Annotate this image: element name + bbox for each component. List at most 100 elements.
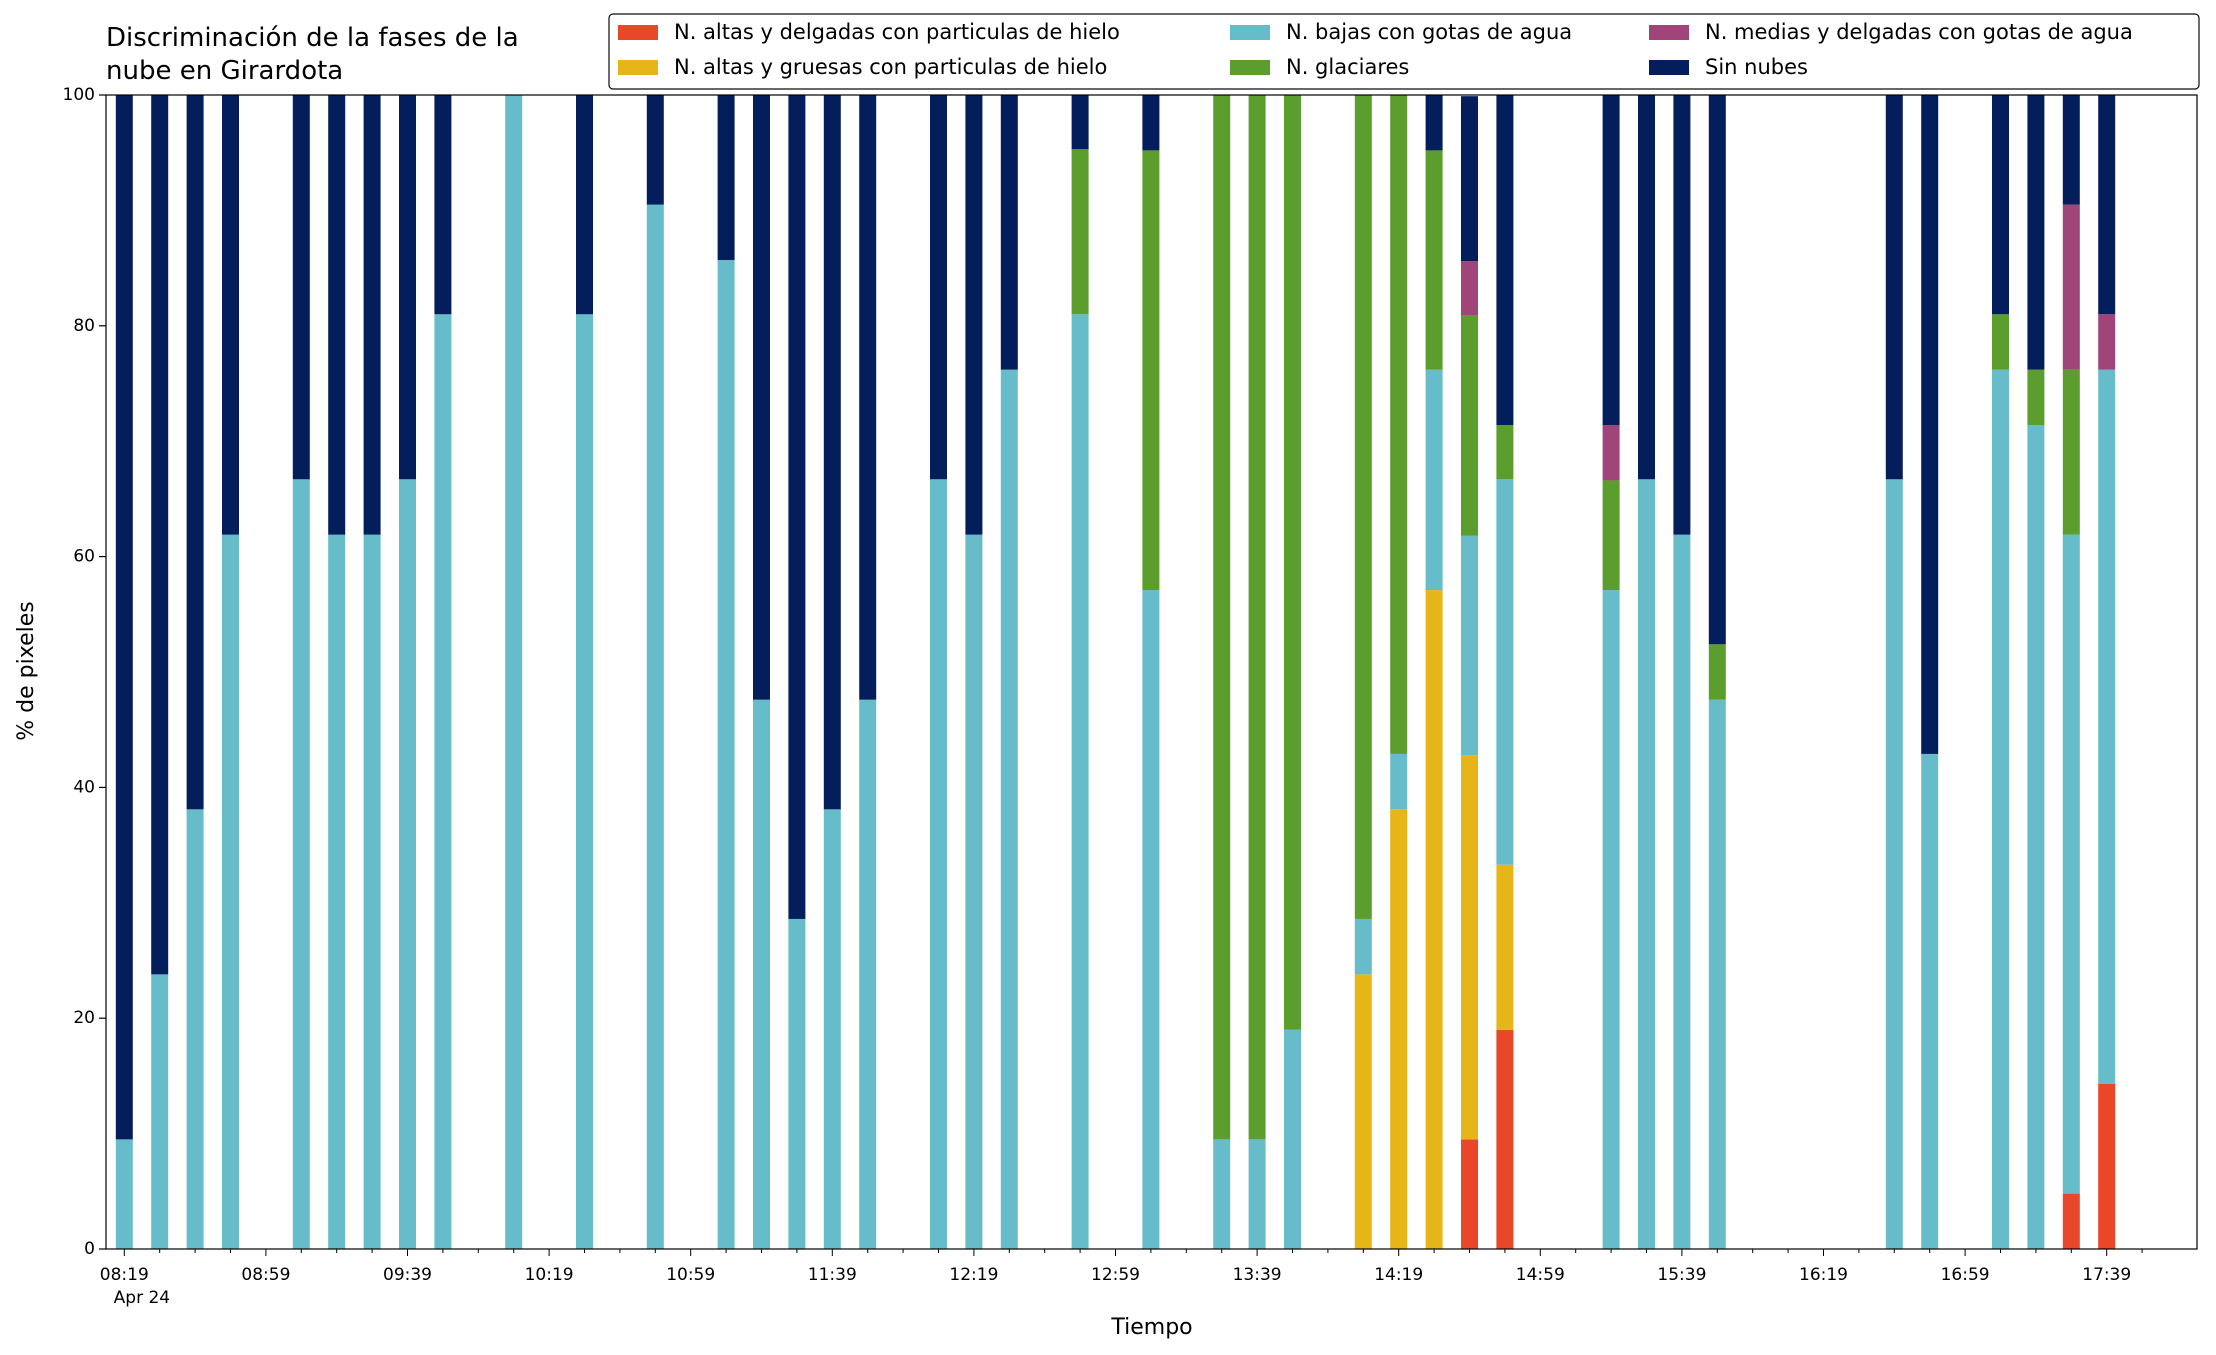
bar-segment xyxy=(1496,479,1514,865)
chart-title: Discriminación de la fases de la nube en… xyxy=(106,23,519,86)
x-tick-label: 16:59 xyxy=(1941,1265,1990,1285)
y-axis-label: % de pixeles xyxy=(14,601,39,740)
x-date-label: Apr 24 xyxy=(114,1288,170,1308)
bar-segment xyxy=(186,95,204,810)
bar-segment xyxy=(1885,479,1903,1250)
bar-segment xyxy=(1284,95,1301,1030)
x-tick-label: 10:59 xyxy=(666,1265,715,1285)
bar-segment xyxy=(1602,95,1620,426)
bar-segment xyxy=(1992,314,2009,370)
bar-segment xyxy=(1638,95,1655,480)
bar-segment xyxy=(859,95,877,700)
bar-segment xyxy=(1213,1139,1231,1249)
bar-segment xyxy=(399,95,416,480)
bar-segment xyxy=(1602,425,1620,481)
bar-segment xyxy=(1142,590,1160,1249)
legend-label: N. glaciares xyxy=(1286,55,1409,79)
bar-segment xyxy=(1248,95,1266,1140)
legend-swatch xyxy=(1649,60,1689,75)
bar-segment xyxy=(2098,95,2116,315)
x-axis-label: Tiempo xyxy=(1110,1315,1192,1340)
bar-segment xyxy=(1708,699,1726,1249)
bar-segment xyxy=(1496,864,1514,1030)
bar-segment xyxy=(753,699,770,1249)
bar-segment xyxy=(1496,1029,1514,1249)
bar-segment xyxy=(1425,95,1443,151)
bar-segment xyxy=(2062,95,2080,205)
bar-segment xyxy=(399,479,416,1250)
bar-segment xyxy=(1000,369,1018,1250)
bar-segment xyxy=(1071,149,1089,315)
bar-segment xyxy=(1461,535,1478,756)
bar-segment xyxy=(363,534,381,1249)
x-tick-label: 10:19 xyxy=(525,1265,574,1285)
bar-segment xyxy=(2062,369,2080,535)
bar-segment xyxy=(753,95,770,700)
bar-segment xyxy=(2062,1193,2080,1249)
y-tick-label: 100 xyxy=(63,85,95,105)
bar-segment xyxy=(1284,1029,1301,1249)
bar-segment xyxy=(1496,425,1514,480)
bar-segment xyxy=(576,314,593,1249)
bar-segment xyxy=(222,534,239,1249)
bar-segment xyxy=(1142,150,1160,591)
y-tick-label: 0 xyxy=(84,1239,95,1259)
bar-segment xyxy=(2027,425,2045,1249)
legend-swatch xyxy=(1649,25,1689,40)
bar-segment xyxy=(1425,150,1443,370)
bar-segment xyxy=(2098,314,2116,370)
bar-segment xyxy=(1921,95,1939,754)
legend-label: N. medias y delgadas con gotas de agua xyxy=(1705,20,2133,44)
bar-segment xyxy=(2098,1083,2116,1249)
legend-swatch xyxy=(1230,25,1270,40)
legend-label: Sin nubes xyxy=(1705,55,1808,79)
x-tick-label: 11:39 xyxy=(808,1265,857,1285)
bar-segment xyxy=(1921,753,1939,1249)
bar-segment xyxy=(576,95,593,315)
bar-segment xyxy=(434,95,452,315)
bar-segment xyxy=(930,479,947,1250)
bar-segment xyxy=(788,918,806,1249)
bar-segment xyxy=(1708,95,1726,645)
bar-segment xyxy=(1248,1139,1266,1249)
bar-segment xyxy=(434,314,452,1249)
bar-segment xyxy=(1708,644,1726,700)
x-tick-label: 09:39 xyxy=(383,1265,432,1285)
bar-segment xyxy=(1673,534,1691,1249)
bar-segment xyxy=(1992,369,2009,1250)
bar-segment xyxy=(717,260,735,1250)
bar-segment xyxy=(1461,1139,1478,1249)
legend-swatch xyxy=(1230,60,1270,75)
x-tick-label: 17:39 xyxy=(2082,1265,2131,1285)
x-tick-label: 14:19 xyxy=(1374,1265,1423,1285)
bar-segment xyxy=(1390,809,1408,1249)
legend-label: N. altas y gruesas con particulas de hie… xyxy=(674,55,1107,79)
bar-segment xyxy=(2027,95,2045,370)
x-tick-label: 15:39 xyxy=(1657,1265,1706,1285)
y-tick-label: 80 xyxy=(73,316,95,336)
bar-segment xyxy=(717,95,735,261)
bar-segment xyxy=(115,95,133,1140)
bar-segment xyxy=(1461,755,1478,1140)
bar-segment xyxy=(1142,95,1160,151)
bar-segment xyxy=(1885,95,1903,480)
bar-segment xyxy=(1390,753,1408,810)
bar-segment xyxy=(1354,95,1372,919)
bar-segment xyxy=(363,95,381,535)
bar-segment xyxy=(151,95,169,975)
bar-segment xyxy=(1638,479,1655,1250)
plot-frame xyxy=(105,94,2198,1250)
bar-segment xyxy=(823,809,841,1249)
bar-segment xyxy=(965,95,983,535)
bar-segment xyxy=(965,534,983,1249)
bar-segment xyxy=(1673,95,1691,535)
bar-segment xyxy=(186,809,204,1249)
bar-segment xyxy=(646,204,664,1249)
bar-segment xyxy=(1496,95,1514,426)
bar-segment xyxy=(1461,96,1478,262)
bar-segment xyxy=(292,479,310,1250)
bar-segment xyxy=(1000,95,1018,370)
legend-swatch xyxy=(618,25,658,40)
